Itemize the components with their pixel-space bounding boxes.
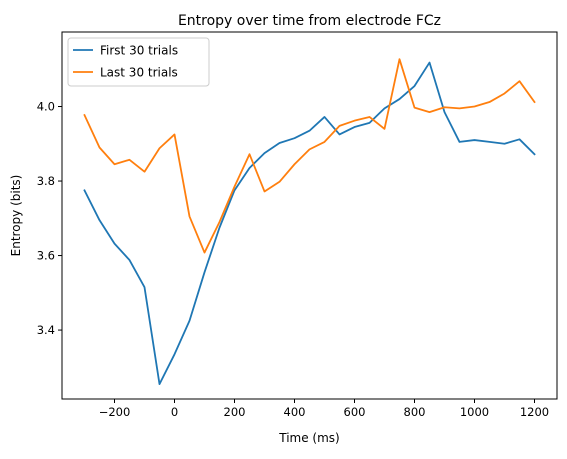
x-tick-label: 400 <box>284 405 306 419</box>
plot-frame <box>61 31 558 400</box>
y-tick-label: 3.4 <box>37 323 55 337</box>
x-tick-label: 800 <box>404 405 426 419</box>
x-tick-label: 600 <box>344 405 366 419</box>
chart-title: Entropy over time from electrode FCz <box>178 13 441 29</box>
series-line-first-30-trials <box>83 61 536 386</box>
x-tick-label: −200 <box>99 405 131 419</box>
x-tick-label: 1000 <box>460 405 489 419</box>
y-tick-label: 3.6 <box>37 249 55 263</box>
series-line-last-30-trials <box>83 58 536 254</box>
legend-label-last-30-trials: Last 30 trials <box>100 66 178 80</box>
x-axis-label: Time (ms) <box>278 431 340 445</box>
x-tick-label: 1200 <box>520 405 549 419</box>
plot-lines <box>83 58 536 386</box>
y-tick-label: 3.8 <box>37 174 55 188</box>
y-tick-label: 4.0 <box>37 100 55 114</box>
x-tick-label: 200 <box>224 405 246 419</box>
y-axis-label: Entropy (bits) <box>9 175 23 257</box>
legend-label-first-30-trials: First 30 trials <box>100 44 178 58</box>
legend: First 30 trials Last 30 trials <box>67 37 210 87</box>
x-tick-label: 0 <box>171 405 178 419</box>
x-axis: −200 0 200 400 600 800 1000 1200 <box>99 399 549 419</box>
y-axis: 3.4 3.6 3.8 4.0 <box>37 100 62 337</box>
legend-box <box>67 37 210 87</box>
